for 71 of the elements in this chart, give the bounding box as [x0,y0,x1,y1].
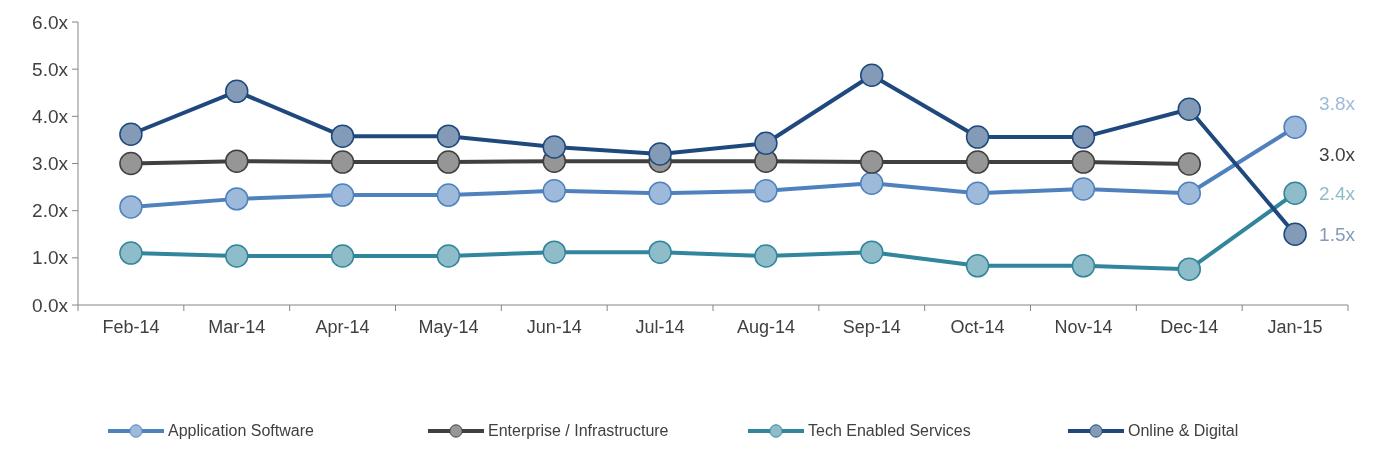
point [1071,177,1096,201]
legend-label: Enterprise / Infrastructure [488,422,669,439]
x-tick-label: Feb-14 [102,317,160,337]
point [860,171,884,196]
point [225,187,249,211]
point [860,150,884,174]
point [542,240,566,264]
point [436,183,461,207]
y-tick-label: 0.0x [32,294,69,316]
point [1071,150,1096,174]
point [542,179,566,203]
x-tick-label: Mar-14 [208,317,266,337]
x-tick-label: May-14 [418,317,479,337]
y-tick-label: 4.0x [32,105,69,127]
point [436,244,461,268]
point [330,183,355,207]
data-label: 2.4x [1319,182,1356,204]
point [1283,222,1307,246]
point [119,151,143,176]
x-tick-label: Jan-15 [1267,317,1323,337]
point [330,244,355,268]
point [1283,181,1307,205]
point [330,150,355,174]
point [436,124,461,148]
x-tick-label: Apr-14 [315,317,370,337]
point [860,63,884,88]
annotation: 3.0x [1319,143,1356,165]
x-tick-label: Dec-14 [1160,317,1219,337]
point [225,244,249,268]
x-tick-label: Sep-14 [842,317,901,337]
point [119,241,143,265]
x-tick-label: Nov-14 [1054,317,1113,337]
point [1177,181,1201,205]
point [225,79,249,104]
point [542,135,566,159]
point [119,122,143,146]
x-tick-label: Oct-14 [950,317,1005,337]
point [754,244,778,268]
point [1283,115,1307,139]
point [225,149,249,173]
point [648,142,672,166]
y-tick-label: 5.0x [32,58,69,80]
point [965,150,990,174]
y-tick-label: 3.0x [32,153,69,175]
x-tick-label: Jul-14 [635,317,685,337]
point [330,124,355,148]
point [860,240,884,264]
y-tick-label: 2.0x [32,200,69,222]
point [965,254,990,278]
point [965,181,990,205]
point [436,150,461,174]
point [1177,152,1201,176]
point [648,181,672,205]
point [1071,125,1096,149]
point [1071,254,1096,278]
point [1177,97,1201,121]
legend-label: Online & Digital [1128,422,1239,439]
point [1177,257,1201,281]
point [648,240,672,264]
x-tick-label: Aug-14 [736,317,795,337]
legend-label: Application Software [168,422,314,439]
data-label: 3.8x [1319,92,1356,114]
point [754,131,778,155]
data-label: 1.5x [1319,223,1356,245]
legend-label: Tech Enabled Services [808,422,971,439]
y-tick-label: 1.0x [32,247,69,269]
x-tick-label: Jun-14 [526,317,582,337]
point [965,125,990,149]
point [119,195,143,219]
y-tick-label: 6.0x [32,11,69,33]
point [754,179,778,203]
